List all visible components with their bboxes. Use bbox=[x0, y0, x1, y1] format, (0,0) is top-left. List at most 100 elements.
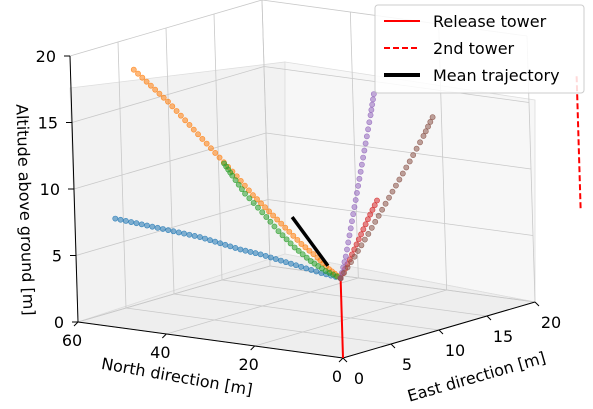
data-point bbox=[182, 117, 189, 124]
data-point bbox=[382, 200, 389, 207]
data-point bbox=[270, 212, 277, 219]
data-point bbox=[360, 226, 367, 233]
data-point bbox=[277, 257, 284, 264]
z-tick-label: 20 bbox=[36, 47, 56, 66]
data-point bbox=[186, 231, 193, 238]
legend-box bbox=[374, 4, 585, 94]
data-point bbox=[429, 114, 436, 121]
series-5 bbox=[337, 114, 436, 282]
data-point bbox=[117, 216, 124, 223]
data-point bbox=[232, 177, 239, 184]
data-point bbox=[245, 187, 252, 194]
data-point bbox=[247, 249, 254, 255]
data-point bbox=[235, 181, 242, 188]
wall-grid-line bbox=[71, 66, 265, 123]
wall-grid-line bbox=[73, 132, 267, 190]
release-tower-line bbox=[339, 278, 344, 359]
data-point bbox=[207, 237, 213, 244]
data-point bbox=[368, 107, 375, 113]
data-point bbox=[344, 246, 350, 253]
data-point bbox=[263, 214, 270, 220]
y-tick-label: 5 bbox=[402, 355, 412, 374]
data-point bbox=[341, 259, 348, 265]
data-point bbox=[160, 94, 167, 101]
data-point bbox=[170, 228, 177, 235]
mean-trajectory-line bbox=[290, 216, 330, 267]
data-point bbox=[279, 232, 286, 239]
data-point bbox=[364, 216, 371, 223]
data-point bbox=[169, 103, 176, 110]
x-tick-label: 20 bbox=[238, 355, 258, 374]
z-tick-label: 15 bbox=[38, 114, 58, 133]
data-point bbox=[227, 243, 234, 250]
y-tick-label: 0 bbox=[354, 369, 364, 388]
data-point bbox=[282, 224, 289, 231]
legend-2nd-tower-label: 2nd tower bbox=[433, 39, 515, 58]
z-axis-label: Altitude above ground [m] bbox=[12, 104, 38, 316]
data-point bbox=[266, 208, 272, 215]
data-point bbox=[238, 186, 245, 193]
data-point bbox=[267, 254, 274, 261]
data-point bbox=[375, 212, 382, 219]
data-point bbox=[352, 197, 359, 203]
data-point bbox=[372, 218, 379, 225]
data-point bbox=[165, 98, 171, 105]
mean-trajectory-group bbox=[290, 216, 330, 267]
data-point bbox=[274, 216, 281, 223]
data-point bbox=[370, 91, 377, 97]
data-point bbox=[152, 86, 159, 93]
data-point bbox=[130, 66, 137, 73]
x-tick bbox=[73, 321, 79, 327]
data-point bbox=[252, 250, 259, 257]
y-tick-label: 10 bbox=[445, 341, 465, 360]
wall-grid-line bbox=[267, 199, 534, 236]
data-point bbox=[355, 248, 361, 254]
data-point bbox=[406, 158, 413, 165]
data-point bbox=[208, 145, 214, 152]
x-axis-line bbox=[77, 321, 344, 359]
y-axis-label: East direction [m] bbox=[405, 348, 548, 406]
data-point bbox=[147, 82, 154, 89]
data-point bbox=[366, 119, 373, 126]
data-point bbox=[365, 126, 371, 133]
series-4 bbox=[337, 91, 377, 282]
data-point bbox=[374, 197, 380, 204]
data-point bbox=[138, 221, 145, 228]
data-point bbox=[259, 209, 266, 216]
x-tick-label: 0 bbox=[332, 367, 342, 386]
y-tick bbox=[342, 357, 348, 363]
y-tick bbox=[486, 315, 492, 321]
data-point bbox=[349, 218, 355, 225]
data-point bbox=[347, 225, 354, 232]
data-point bbox=[355, 236, 362, 243]
data-point bbox=[222, 241, 229, 248]
data-point bbox=[286, 228, 293, 235]
data-point bbox=[293, 262, 299, 269]
z-tick-label: 0 bbox=[54, 313, 64, 332]
data-point bbox=[399, 170, 406, 177]
legend-mean-trajectory-label: Mean trajectory bbox=[433, 66, 560, 85]
floor-grid-line bbox=[125, 307, 392, 345]
data-point bbox=[403, 164, 410, 171]
data-point bbox=[288, 260, 294, 267]
wall-grid-line bbox=[69, 0, 263, 57]
data-point bbox=[298, 241, 305, 247]
data-point bbox=[144, 222, 150, 229]
data-point bbox=[357, 168, 364, 175]
series-1 bbox=[130, 66, 344, 282]
data-point bbox=[275, 228, 282, 235]
data-point bbox=[173, 108, 180, 114]
data-point bbox=[278, 220, 285, 227]
data-point bbox=[368, 224, 375, 231]
data-point bbox=[369, 206, 376, 213]
data-point bbox=[190, 126, 197, 133]
data-point bbox=[302, 244, 309, 251]
data-point bbox=[358, 231, 364, 238]
data-point bbox=[358, 161, 365, 168]
data-point bbox=[313, 268, 320, 275]
data-point bbox=[149, 223, 156, 230]
data-point bbox=[287, 240, 294, 247]
data-point bbox=[417, 139, 423, 146]
data-point bbox=[310, 251, 317, 258]
